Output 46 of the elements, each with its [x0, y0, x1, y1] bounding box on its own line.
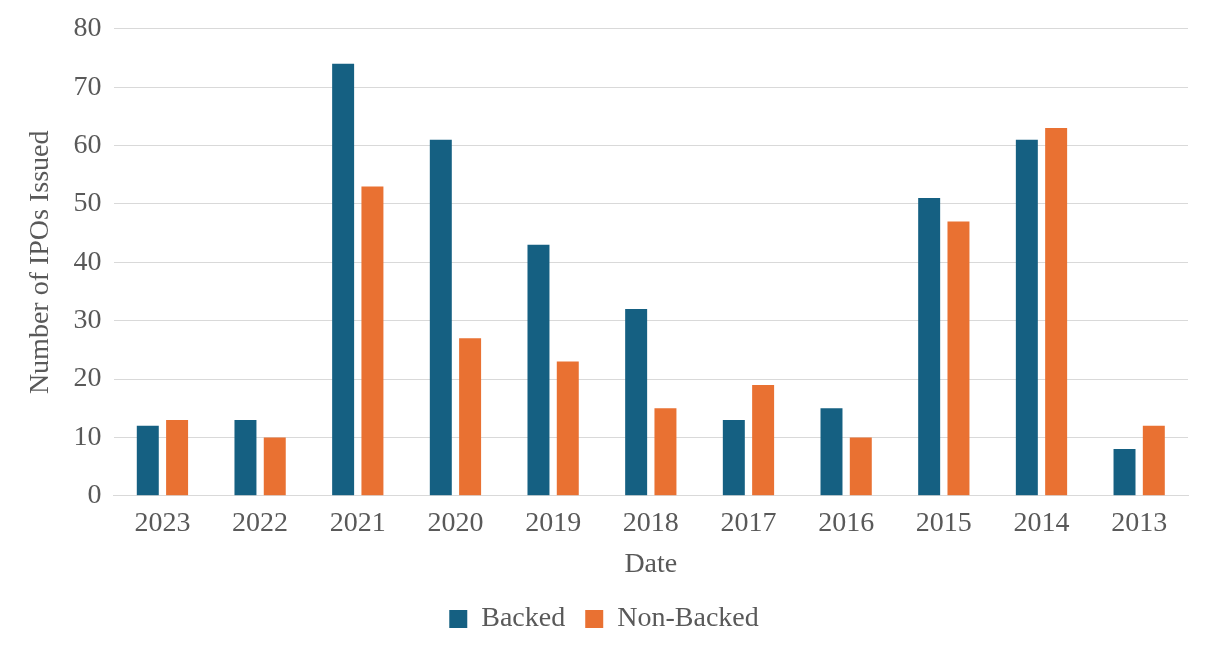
y-axis-title: Number of IPOs Issued	[23, 130, 55, 395]
y-tick-label: 20	[73, 361, 102, 393]
bar	[234, 419, 257, 496]
bar	[136, 425, 159, 496]
bar	[654, 408, 677, 496]
bar	[820, 408, 843, 496]
y-tick-label: 60	[73, 127, 102, 159]
legend-label: Non-Backed	[617, 601, 759, 633]
y-tick-label: 50	[73, 186, 102, 218]
x-tick-label: 2021	[329, 505, 386, 537]
bar	[429, 139, 452, 496]
bar	[1113, 449, 1136, 496]
x-tick-label: 2019	[525, 505, 582, 537]
x-tick-label: 2017	[720, 505, 777, 537]
x-tick-label: 2023	[134, 505, 191, 537]
y-tick-label: 0	[87, 478, 102, 510]
bar	[752, 384, 775, 496]
bar	[527, 244, 550, 496]
bar	[849, 437, 872, 496]
x-tick-label: 2014	[1013, 505, 1070, 537]
x-tick-label: 2015	[915, 505, 972, 537]
y-tick-label: 30	[73, 303, 102, 335]
bar	[556, 361, 579, 496]
bar	[1142, 425, 1165, 496]
bar	[918, 198, 941, 496]
bar	[263, 437, 286, 496]
bar	[1015, 139, 1038, 496]
bar	[947, 221, 970, 496]
x-tick-label: 2018	[622, 505, 679, 537]
bar	[1045, 128, 1068, 496]
bar	[166, 419, 189, 496]
x-axis-title: Date	[624, 546, 678, 578]
x-tick-label: 2020	[427, 505, 484, 537]
y-tick-label: 10	[73, 419, 102, 451]
x-tick-label: 2013	[1111, 505, 1168, 537]
bar	[459, 338, 482, 496]
bar	[722, 419, 745, 496]
y-tick-label: 40	[73, 244, 102, 276]
legend-label: Backed	[481, 601, 566, 633]
x-tick-label: 2016	[818, 505, 875, 537]
y-tick-label: 80	[73, 11, 102, 43]
bar	[332, 63, 355, 496]
bar	[625, 309, 648, 496]
bar	[361, 186, 384, 496]
y-tick-label: 70	[73, 69, 102, 101]
x-tick-label: 2022	[232, 505, 289, 537]
